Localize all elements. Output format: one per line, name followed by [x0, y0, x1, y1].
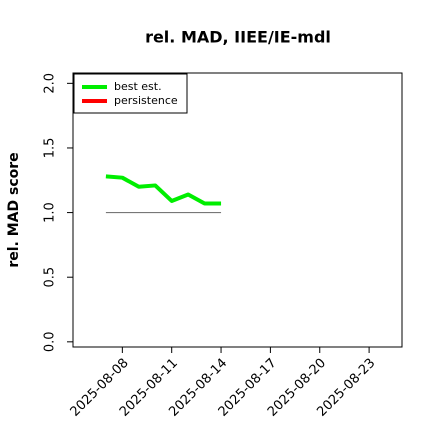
y-tick-label: 2.0 [43, 73, 58, 94]
y-axis-label: rel. MAD score [6, 152, 22, 267]
y-tick-label: 1.0 [43, 202, 58, 223]
legend-label: persistence [114, 94, 178, 107]
plot-frame [72, 72, 403, 348]
chart-title: rel. MAD, IIEE/IE-mdl [145, 28, 331, 47]
y-tick-label: 1.5 [43, 138, 58, 159]
y-tick-label: 0.0 [43, 331, 58, 352]
series-line [105, 174, 222, 206]
legend-box [73, 73, 188, 114]
legend-label: best est. [114, 80, 162, 93]
y-tick-label: 0.5 [43, 267, 58, 288]
